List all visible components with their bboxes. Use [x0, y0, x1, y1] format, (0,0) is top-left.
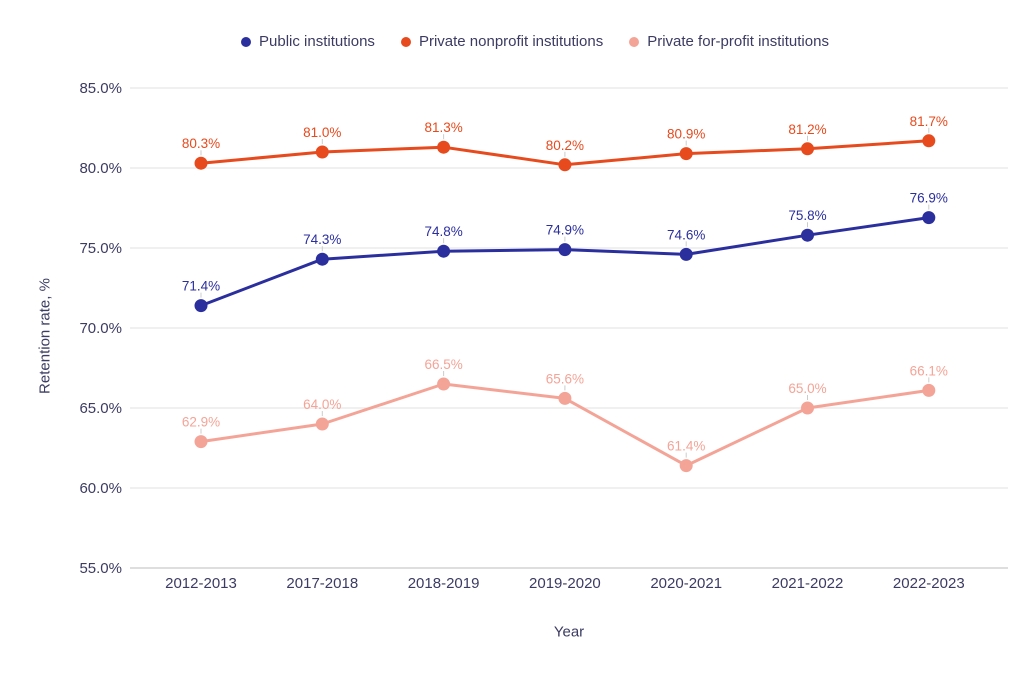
data-label-Private for-profit institutions-2012-2013: 62.9%: [182, 415, 220, 430]
legend-label-private-nonprofit: Private nonprofit institutions: [418, 33, 604, 50]
data-point-Public institutions-2022-2023[interactable]: [922, 211, 936, 225]
data-point-Public institutions-2012-2013[interactable]: [194, 299, 208, 313]
x-tick-label-2020-2021: 2020-2021: [650, 575, 722, 592]
y-tick-label-60.0%: 60.0%: [79, 480, 122, 497]
x-tick-label-2017-2018: 2017-2018: [286, 575, 358, 592]
data-point-Public institutions-2021-2022[interactable]: [801, 228, 814, 242]
data-label-Private for-profit institutions-2018-2019: 66.5%: [424, 357, 462, 372]
data-point-Private nonprofit institutions-2021-2022[interactable]: [801, 142, 814, 156]
legend-marker-private-nonprofit-icon: [400, 36, 411, 47]
legend-item-public-institutions[interactable]: Public institutions: [241, 33, 375, 50]
data-point-Private nonprofit institutions-2020-2021[interactable]: [679, 147, 693, 161]
data-label-Public institutions-2020-2021: 74.6%: [667, 227, 705, 242]
x-tick-label-2021-2022: 2021-2022: [772, 575, 844, 592]
legend-marker-public-icon: [241, 36, 252, 47]
data-label-Private for-profit institutions-2017-2018: 64.0%: [303, 397, 341, 412]
data-point-Public institutions-2017-2018[interactable]: [315, 252, 329, 266]
x-tick-label-2022-2023: 2022-2023: [893, 575, 965, 592]
y-tick-label-80.0%: 80.0%: [79, 160, 122, 177]
y-tick-label-85.0%: 85.0%: [79, 80, 122, 97]
data-label-Private for-profit institutions-2019-2020: 65.6%: [546, 371, 584, 386]
data-label-Private nonprofit institutions-2019-2020: 80.2%: [546, 138, 584, 153]
data-point-Private nonprofit institutions-2019-2020[interactable]: [558, 158, 572, 172]
data-label-Public institutions-2019-2020: 74.9%: [546, 223, 584, 238]
data-point-Private nonprofit institutions-2018-2019[interactable]: [437, 140, 451, 154]
legend-item-private-nonprofit-institutions[interactable]: Private nonprofit institutions: [400, 33, 604, 50]
legend-marker-private-for-profit-icon: [629, 36, 640, 47]
y-tick-label-65.0%: 65.0%: [79, 400, 122, 417]
x-tick-label-2019-2020: 2019-2020: [529, 575, 601, 592]
legend-label-private-for-profit: Private for-profit institutions: [647, 33, 829, 50]
data-point-Private for-profit institutions-2018-2019[interactable]: [437, 377, 451, 391]
x-axis-title: Year: [553, 623, 585, 641]
y-tick-label-70.0%: 70.0%: [79, 320, 122, 337]
data-point-Private nonprofit institutions-2017-2018[interactable]: [315, 145, 329, 159]
data-label-Public institutions-2017-2018: 74.3%: [303, 232, 341, 247]
data-label-Private nonprofit institutions-2021-2022: 81.2%: [788, 122, 826, 137]
data-point-Private for-profit institutions-2017-2018[interactable]: [315, 417, 329, 431]
data-label-Public institutions-2022-2023: 76.9%: [910, 191, 948, 206]
data-point-Private for-profit institutions-2021-2022[interactable]: [801, 401, 814, 415]
data-point-Private nonprofit institutions-2022-2023[interactable]: [922, 134, 936, 148]
chart-legend: Public institutions Private nonprofit in…: [40, 33, 1024, 50]
y-tick-label-75.0%: 75.0%: [79, 240, 122, 257]
y-tick-label-55.0%: 55.0%: [79, 560, 122, 577]
data-label-Private nonprofit institutions-2017-2018: 81.0%: [303, 125, 341, 140]
x-tick-label-2018-2019: 2018-2019: [408, 575, 480, 592]
data-point-Private for-profit institutions-2020-2021[interactable]: [679, 459, 693, 473]
data-label-Public institutions-2021-2022: 75.8%: [788, 208, 826, 223]
data-label-Private for-profit institutions-2020-2021: 61.4%: [667, 439, 705, 454]
data-label-Private nonprofit institutions-2018-2019: 81.3%: [424, 120, 462, 135]
legend-label-public: Public institutions: [259, 33, 375, 50]
data-label-Private for-profit institutions-2022-2023: 66.1%: [910, 363, 948, 378]
data-label-Public institutions-2018-2019: 74.8%: [424, 224, 462, 239]
data-point-Public institutions-2020-2021[interactable]: [679, 247, 693, 261]
data-point-Public institutions-2018-2019[interactable]: [437, 244, 451, 258]
data-label-Private for-profit institutions-2021-2022: 65.0%: [788, 381, 826, 396]
data-label-Private nonprofit institutions-2012-2013: 80.3%: [182, 136, 220, 151]
data-point-Public institutions-2019-2020[interactable]: [558, 243, 572, 257]
legend-item-private-for-profit-institutions[interactable]: Private for-profit institutions: [629, 33, 829, 50]
data-label-Private nonprofit institutions-2022-2023: 81.7%: [910, 114, 948, 129]
data-label-Private nonprofit institutions-2020-2021: 80.9%: [667, 127, 705, 142]
data-point-Private for-profit institutions-2012-2013[interactable]: [194, 435, 208, 449]
data-point-Private for-profit institutions-2019-2020[interactable]: [558, 391, 572, 405]
x-tick-label-2012-2013: 2012-2013: [165, 575, 237, 592]
data-point-Private for-profit institutions-2022-2023[interactable]: [922, 383, 936, 397]
data-point-Private nonprofit institutions-2012-2013[interactable]: [194, 156, 208, 170]
data-label-Public institutions-2012-2013: 71.4%: [182, 279, 220, 294]
